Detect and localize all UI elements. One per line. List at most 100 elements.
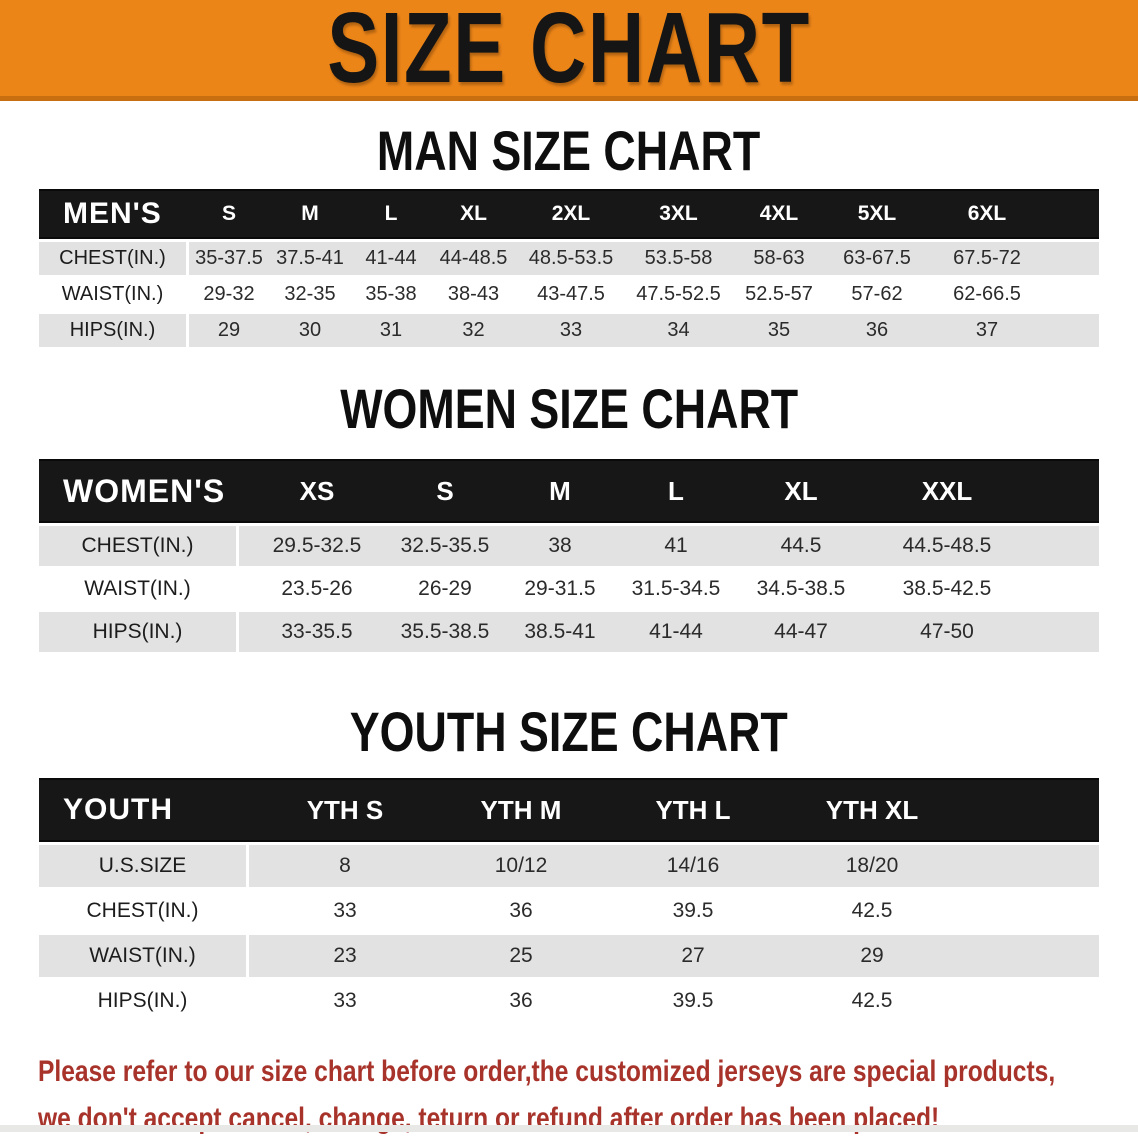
women-size-cell: 41 — [625, 523, 727, 566]
youth-column-header: YTH XL — [785, 778, 959, 842]
men-size-cell: 41-44 — [351, 239, 431, 275]
size-chart-banner: SIZE CHART — [0, 0, 1138, 101]
women-table-row: HIPS(IN.) 33-35.5 35.5-38.5 38.5-41 41-44 44-… — [39, 609, 1099, 652]
women-size-cell: 31.5-34.5 — [625, 566, 727, 609]
men-size-cell: 63-67.5 — [827, 239, 927, 275]
women-header-row: WOMEN'S XS S M L XL XXL — [39, 459, 1099, 523]
men-column-header: 3XL — [626, 189, 731, 239]
women-row-filler — [1019, 566, 1099, 609]
men-size-cell: 32 — [431, 311, 516, 347]
women-size-cell: 47-50 — [875, 609, 1019, 652]
women-size-cell: 23.5-26 — [239, 566, 395, 609]
youth-header-filler — [959, 778, 1099, 842]
women-table-row: WAIST(IN.) 23.5-26 26-29 29-31.5 31.5-34.5 34… — [39, 566, 1099, 609]
order-policy-note: Please refer to our size chart before or… — [38, 1048, 1138, 1142]
youth-table-row: WAIST(IN.) 23 25 27 29 — [39, 932, 1099, 977]
men-size-cell: 38-43 — [431, 275, 516, 311]
men-size-cell: 57-62 — [827, 275, 927, 311]
youth-size-cell: 18/20 — [785, 842, 959, 887]
women-size-cell: 41-44 — [625, 609, 727, 652]
youth-row-label: CHEST(IN.) — [39, 887, 249, 932]
men-header-filler — [1047, 189, 1099, 239]
women-size-cell: 32.5-35.5 — [395, 523, 495, 566]
women-table-row: CHEST(IN.) 29.5-32.5 32.5-35.5 38 41 44.5 44.5… — [39, 523, 1099, 566]
youth-size-cell: 39.5 — [601, 977, 785, 1022]
men-size-cell: 35 — [731, 311, 827, 347]
men-column-header: L — [351, 189, 431, 239]
women-size-cell: 38.5-41 — [495, 609, 625, 652]
youth-size-table: YOUTH YTH S YTH M YTH L YTH XL U.S.SIZE 8 10/1… — [39, 778, 1099, 1022]
men-row-filler — [1047, 239, 1099, 275]
men-size-cell: 30 — [269, 311, 351, 347]
women-column-header: XXL — [875, 459, 1019, 523]
men-size-cell: 47.5-52.5 — [626, 275, 731, 311]
men-size-cell: 44-48.5 — [431, 239, 516, 275]
men-column-header: 6XL — [927, 189, 1047, 239]
men-size-cell: 43-47.5 — [516, 275, 626, 311]
women-row-filler — [1019, 609, 1099, 652]
youth-size-cell: 27 — [601, 932, 785, 977]
men-size-cell: 35-38 — [351, 275, 431, 311]
youth-row-filler — [959, 887, 1099, 932]
men-size-cell: 34 — [626, 311, 731, 347]
men-column-header: XL — [431, 189, 516, 239]
women-column-header: M — [495, 459, 625, 523]
men-table-row: WAIST(IN.) 29-32 32-35 35-38 38-43 43-47.5 47.… — [39, 275, 1099, 311]
men-header-row: MEN'S S M L XL 2XL 3XL 4XL 5XL 6XL — [39, 189, 1099, 239]
men-size-cell: 48.5-53.5 — [516, 239, 626, 275]
women-column-header: XS — [239, 459, 395, 523]
youth-size-cell: 42.5 — [785, 887, 959, 932]
men-section-heading: MAN SIZE CHART — [377, 119, 761, 182]
youth-corner-label: YOUTH — [39, 778, 249, 842]
men-row-label: HIPS(IN.) — [39, 311, 189, 347]
women-size-cell: 29.5-32.5 — [239, 523, 395, 566]
men-corner-label: MEN'S — [39, 189, 189, 239]
youth-size-cell: 42.5 — [785, 977, 959, 1022]
women-corner-label: WOMEN'S — [39, 459, 239, 523]
men-size-cell: 37.5-41 — [269, 239, 351, 275]
youth-size-cell: 39.5 — [601, 887, 785, 932]
youth-row-label: U.S.SIZE — [39, 842, 249, 887]
women-row-label: HIPS(IN.) — [39, 609, 239, 652]
men-row-filler — [1047, 275, 1099, 311]
men-size-cell: 36 — [827, 311, 927, 347]
men-size-cell: 35-37.5 — [189, 239, 269, 275]
men-column-header: S — [189, 189, 269, 239]
men-row-filler — [1047, 311, 1099, 347]
youth-section-heading: YOUTH SIZE CHART — [349, 700, 789, 763]
youth-size-cell: 23 — [249, 932, 441, 977]
youth-size-cell: 36 — [441, 887, 601, 932]
youth-table-row: HIPS(IN.) 33 36 39.5 42.5 — [39, 977, 1099, 1022]
order-policy-line-2: we don't accept cancel, change, teturn o… — [38, 1102, 940, 1135]
youth-row-label: WAIST(IN.) — [39, 932, 249, 977]
men-size-cell: 52.5-57 — [731, 275, 827, 311]
men-column-header: M — [269, 189, 351, 239]
youth-column-header: YTH M — [441, 778, 601, 842]
youth-header-row: YOUTH YTH S YTH M YTH L YTH XL — [39, 778, 1099, 842]
men-size-cell: 62-66.5 — [927, 275, 1047, 311]
women-size-cell: 29-31.5 — [495, 566, 625, 609]
youth-table-row: CHEST(IN.) 33 36 39.5 42.5 — [39, 887, 1099, 932]
women-size-cell: 44.5 — [727, 523, 875, 566]
women-row-label: CHEST(IN.) — [39, 523, 239, 566]
youth-size-cell: 33 — [249, 887, 441, 932]
men-size-cell: 53.5-58 — [626, 239, 731, 275]
youth-size-cell: 8 — [249, 842, 441, 887]
men-size-cell: 29 — [189, 311, 269, 347]
women-size-cell: 35.5-38.5 — [395, 609, 495, 652]
banner-title: SIZE CHART — [327, 0, 811, 104]
men-size-cell: 32-35 — [269, 275, 351, 311]
men-row-label: CHEST(IN.) — [39, 239, 189, 275]
men-size-table: MEN'S S M L XL 2XL 3XL 4XL 5XL 6XL CHEST(IN.) 35-3… — [39, 189, 1099, 347]
youth-size-cell: 10/12 — [441, 842, 601, 887]
men-size-cell: 58-63 — [731, 239, 827, 275]
men-table-row: CHEST(IN.) 35-37.5 37.5-41 41-44 44-48.5 48.5… — [39, 239, 1099, 275]
youth-table-row: U.S.SIZE 8 10/12 14/16 18/20 — [39, 842, 1099, 887]
bottom-edge-strip — [0, 1125, 1138, 1132]
women-column-header: S — [395, 459, 495, 523]
women-row-label: WAIST(IN.) — [39, 566, 239, 609]
order-policy-line-1: Please refer to our size chart before or… — [38, 1055, 1056, 1088]
men-size-cell: 31 — [351, 311, 431, 347]
men-table-row: HIPS(IN.) 29 30 31 32 33 34 35 36 37 — [39, 311, 1099, 347]
youth-size-cell: 25 — [441, 932, 601, 977]
